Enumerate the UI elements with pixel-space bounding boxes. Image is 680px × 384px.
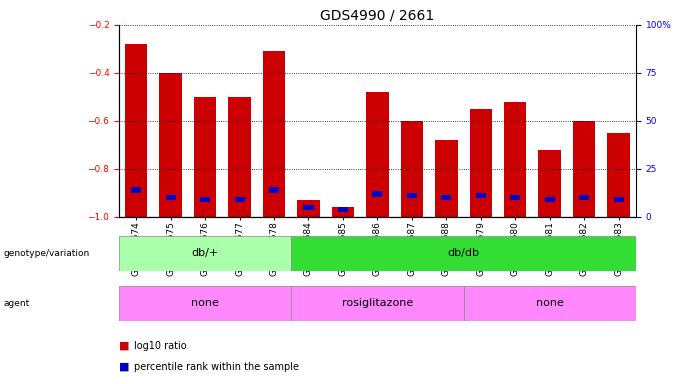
Bar	[476, 193, 486, 199]
Bar	[119, 236, 291, 271]
Bar	[119, 286, 291, 321]
Text: ■: ■	[119, 341, 129, 351]
Bar	[269, 187, 279, 193]
Bar	[291, 236, 636, 271]
Text: db/+: db/+	[192, 248, 219, 258]
Title: GDS4990 / 2661: GDS4990 / 2661	[320, 8, 435, 22]
Bar	[441, 195, 452, 200]
Bar	[464, 286, 636, 321]
Text: agent: agent	[3, 299, 30, 308]
Bar	[470, 109, 492, 217]
Bar	[373, 191, 382, 197]
Bar	[131, 187, 141, 193]
Bar	[332, 207, 354, 217]
Bar	[607, 133, 630, 217]
Bar	[235, 197, 245, 202]
Bar	[228, 97, 251, 217]
Bar	[367, 92, 388, 217]
Bar	[613, 197, 624, 202]
Text: none: none	[536, 298, 564, 308]
Text: rosiglitazone: rosiglitazone	[342, 298, 413, 308]
Text: ■: ■	[119, 362, 129, 372]
Text: db/db: db/db	[447, 248, 479, 258]
Text: log10 ratio: log10 ratio	[134, 341, 186, 351]
Bar	[125, 44, 148, 217]
Bar	[200, 197, 210, 202]
Bar	[166, 195, 175, 200]
Bar	[579, 195, 589, 200]
Bar	[539, 150, 561, 217]
Bar	[291, 286, 464, 321]
Bar	[401, 121, 423, 217]
Bar	[545, 197, 555, 202]
Bar	[194, 97, 216, 217]
Bar	[160, 73, 182, 217]
Bar	[510, 195, 520, 200]
Text: percentile rank within the sample: percentile rank within the sample	[134, 362, 299, 372]
Bar	[407, 193, 417, 199]
Bar	[573, 121, 595, 217]
Text: genotype/variation: genotype/variation	[3, 249, 90, 258]
Text: none: none	[191, 298, 219, 308]
Bar	[435, 140, 458, 217]
Bar	[263, 51, 285, 217]
Bar	[338, 207, 348, 212]
Bar	[504, 102, 526, 217]
Bar	[303, 205, 313, 210]
Bar	[297, 200, 320, 217]
